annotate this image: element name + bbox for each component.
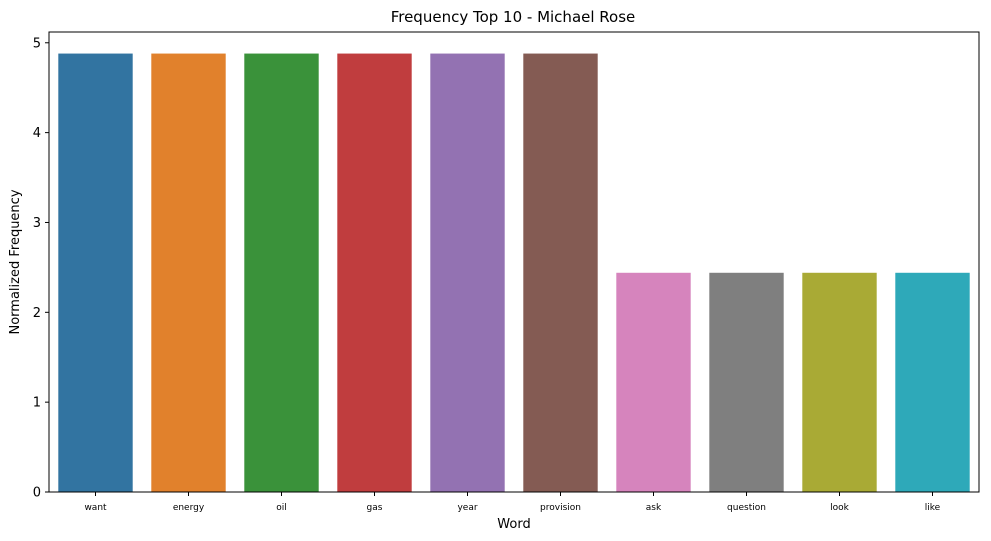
y-tick-label: 0	[33, 486, 41, 501]
chart-title: Frequency Top 10 - Michael Rose	[391, 8, 636, 26]
x-tick-label: year	[457, 503, 477, 513]
x-tick-label: oil	[276, 503, 287, 513]
y-axis-ticks: 0 1 2 3 4 5	[33, 36, 49, 501]
bar-provision	[523, 53, 598, 492]
x-tick-label: ask	[646, 503, 662, 513]
bar-gas	[337, 53, 412, 492]
bar-like	[895, 272, 970, 492]
x-axis-label: Word	[497, 517, 530, 532]
y-axis-label: Normalized Frequency	[8, 189, 23, 334]
x-tick-label: gas	[367, 503, 383, 513]
y-tick-label: 4	[33, 126, 41, 141]
x-axis-ticks: want energy oil gas year provision ask question…	[84, 492, 941, 513]
bar-question	[709, 272, 784, 492]
x-tick-label: provision	[540, 503, 581, 513]
y-tick-label: 3	[33, 216, 41, 231]
bar-look	[802, 272, 877, 492]
x-tick-label: energy	[173, 503, 205, 513]
bar-oil	[244, 53, 319, 492]
y-tick-label: 2	[33, 306, 41, 321]
y-tick-label: 5	[33, 36, 41, 51]
plot-frame	[48, 31, 980, 493]
x-tick-label: question	[727, 503, 766, 513]
x-tick-label: want	[84, 503, 107, 513]
bars-group	[58, 53, 970, 492]
x-tick-label: look	[830, 503, 850, 513]
bar-want	[58, 53, 133, 492]
bar-energy	[151, 53, 226, 492]
bar-ask	[616, 272, 691, 492]
bar-year	[430, 53, 505, 492]
x-tick-label: like	[925, 503, 941, 513]
y-tick-label: 1	[33, 396, 41, 411]
